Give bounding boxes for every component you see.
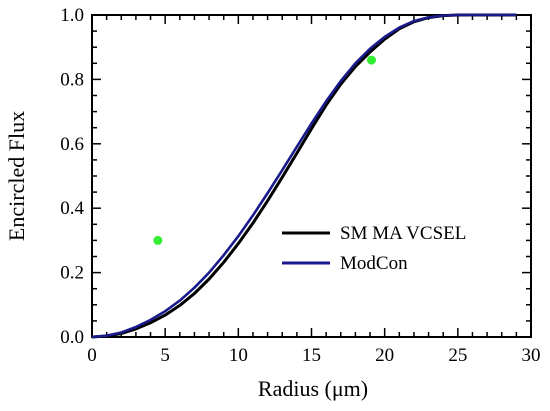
- x-tick-label: 20: [375, 345, 394, 366]
- series-line-sm-ma-vcsel: [91, 13, 517, 339]
- x-tick-label: 15: [302, 345, 321, 366]
- y-tick-label: 0.4: [60, 198, 84, 219]
- legend-label: ModCon: [340, 253, 408, 274]
- x-tick-label: 30: [522, 345, 541, 366]
- x-tick-label: 10: [229, 345, 248, 366]
- y-tick-label: 1.0: [60, 5, 84, 26]
- y-tick-label: 0.2: [60, 263, 84, 284]
- series-line-modcon: [91, 13, 517, 339]
- scatter-point: [153, 235, 163, 245]
- y-tick-label: 0.6: [60, 134, 84, 155]
- y-tick-label: 0.0: [60, 327, 84, 348]
- x-tick-label: 5: [160, 345, 170, 366]
- y-axis-label: Encircled Flux: [4, 111, 29, 241]
- x-tick-label: 25: [448, 345, 467, 366]
- x-tick-label: 0: [87, 345, 97, 366]
- scatter-point: [366, 55, 376, 65]
- y-tick-label: 0.8: [60, 69, 84, 90]
- legend-label: SM MA VCSEL: [340, 223, 466, 244]
- x-axis-label: Radius (μm): [258, 376, 368, 401]
- plot-area: 0 5 10 15 20 25 30 0.0 0.2 0.4 0.6 0.8 1.0 SM MA VCSE…: [60, 5, 540, 366]
- plot-frame: [91, 14, 532, 338]
